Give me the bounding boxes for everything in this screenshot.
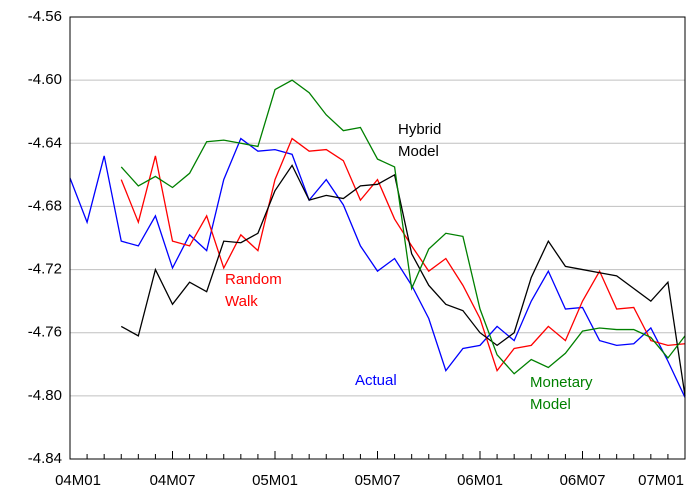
x-tick-label: 04M07 [150,472,196,489]
series-line [120,137,686,372]
y-tick-label: -4.60 [28,71,62,88]
series-label: Walk [225,293,258,310]
x-tick-label: 07M01 [638,472,684,489]
x-tick-label: 05M07 [355,472,401,489]
series-line [69,137,686,398]
x-tick-label: 06M07 [560,472,606,489]
y-tick-label: -4.64 [28,134,62,151]
y-tick-label: -4.80 [28,387,62,404]
x-tick-label: 06M01 [457,472,503,489]
series-label: Hybrid [398,121,441,138]
y-tick-label: -4.84 [28,450,62,467]
x-tick-label: 05M01 [252,472,298,489]
series-label: Actual [355,372,397,389]
y-tick-label: -4.56 [28,8,62,25]
y-tick-label: -4.76 [28,324,62,341]
series-line [120,79,686,375]
series-line [120,164,686,396]
y-tick-label: -4.72 [28,261,62,278]
plot-frame [69,16,686,460]
y-tick-label: -4.68 [28,197,62,214]
series-label: Model [398,143,439,160]
series-label: Monetary [530,374,593,391]
series-label: Random [225,271,282,288]
series-label: Model [530,396,571,413]
x-tick-label: 04M01 [55,472,101,489]
